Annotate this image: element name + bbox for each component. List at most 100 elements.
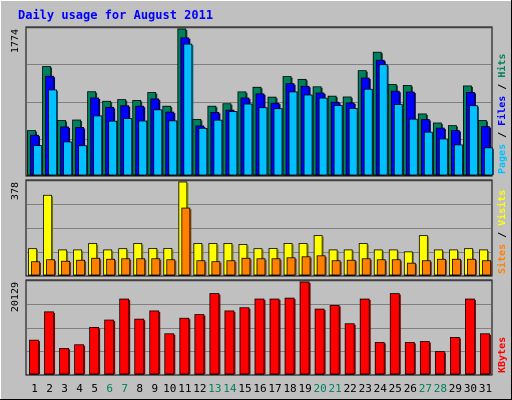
bar-pages-day-3-face bbox=[63, 141, 72, 176]
bar-kbytes-day-15-face bbox=[239, 307, 250, 375]
bar-pages-day-12-face bbox=[198, 128, 208, 176]
x-tick-label: 5 bbox=[91, 382, 98, 395]
bar-kbytes-day-11 bbox=[179, 317, 191, 375]
bar-sites-day-8 bbox=[136, 258, 147, 276]
bar-pages-day-24 bbox=[378, 64, 389, 176]
x-tick-label: 3 bbox=[61, 382, 68, 395]
chart-title: Daily usage for August 2011 bbox=[18, 8, 213, 22]
bar-kbytes-day-2 bbox=[44, 311, 56, 375]
bar-kbytes-day-17-face bbox=[269, 298, 280, 375]
bar-sites-day-24 bbox=[376, 259, 387, 276]
x-tick-label: 25 bbox=[389, 382, 402, 395]
bar-sites-day-1 bbox=[31, 261, 41, 276]
x-tick-label: 9 bbox=[151, 382, 158, 395]
bar-kbytes-day-27 bbox=[419, 341, 431, 375]
legend-bottom: KBytes bbox=[497, 337, 508, 373]
bar-pages-day-11 bbox=[183, 43, 194, 176]
bar-kbytes-day-28-face bbox=[434, 351, 445, 375]
legend-item-pages: Pages bbox=[497, 144, 508, 174]
bar-pages-day-1-face bbox=[33, 145, 42, 176]
bar-sites-day-27-face bbox=[421, 260, 431, 276]
bar-sites-day-10-face bbox=[166, 259, 176, 276]
legend-item-hits: Hits bbox=[496, 54, 508, 78]
x-tick-label: 15 bbox=[238, 382, 251, 395]
bar-pages-day-21-face bbox=[333, 105, 343, 176]
bar-sites-day-22 bbox=[346, 259, 357, 276]
bar-sites-day-4-face bbox=[76, 259, 85, 276]
bar-pages-day-4 bbox=[78, 145, 89, 176]
bar-pages-day-6 bbox=[108, 120, 119, 176]
bar-pages-day-30-face bbox=[469, 105, 478, 176]
x-tick-label: 31 bbox=[479, 382, 492, 395]
x-tick-label: 13 bbox=[208, 382, 221, 395]
x-tick-label: 12 bbox=[193, 382, 206, 395]
bar-sites-day-31 bbox=[482, 260, 492, 276]
bar-pages-day-14-face bbox=[228, 111, 238, 176]
bar-kbytes-day-30 bbox=[465, 298, 476, 375]
bar-kbytes-day-29-face bbox=[450, 337, 460, 375]
bar-sites-day-17-face bbox=[271, 258, 281, 276]
bar-sites-day-16-face bbox=[256, 258, 266, 276]
bar-pages-day-29 bbox=[454, 144, 464, 176]
x-tick-label: 21 bbox=[329, 382, 342, 395]
bar-kbytes-day-1-face bbox=[29, 339, 39, 375]
bar-kbytes-day-25 bbox=[389, 293, 401, 375]
bar-sites-day-26-face bbox=[406, 262, 416, 276]
bar-sites-day-6 bbox=[106, 258, 117, 276]
bar-pages-day-8 bbox=[138, 120, 149, 176]
x-tick-label: 26 bbox=[404, 382, 417, 395]
bar-pages-day-25-face bbox=[393, 104, 403, 176]
x-tick-label: 16 bbox=[253, 382, 266, 395]
bar-sites-day-4 bbox=[76, 259, 87, 276]
bar-kbytes-day-3-face bbox=[59, 348, 69, 375]
x-tick-label: 23 bbox=[359, 382, 372, 395]
bar-sites-day-20-face bbox=[316, 255, 326, 276]
legend-item-visits: Visits bbox=[496, 190, 508, 226]
bar-sites-day-21 bbox=[331, 260, 342, 276]
x-tick-label: 2 bbox=[46, 382, 53, 395]
bar-pages-day-30 bbox=[469, 105, 479, 176]
bar-kbytes-day-10 bbox=[164, 333, 176, 375]
bar-sites-day-28 bbox=[436, 258, 447, 276]
legend-item-sep1: / bbox=[497, 126, 508, 144]
bar-sites-day-25-face bbox=[391, 259, 401, 276]
bar-sites-day-31-face bbox=[482, 260, 491, 276]
bar-kbytes-day-19 bbox=[299, 281, 311, 375]
bar-kbytes-day-13-face bbox=[209, 293, 220, 375]
x-tick-label: 1 bbox=[31, 382, 38, 395]
bar-pages-day-5-face bbox=[93, 115, 103, 176]
x-tick-label: 8 bbox=[136, 382, 143, 395]
bar-kbytes-day-13 bbox=[209, 293, 221, 375]
bar-pages-day-18 bbox=[288, 91, 299, 176]
bar-kbytes-day-7 bbox=[119, 298, 131, 375]
y-max-labels: 1774 378 20129 bbox=[10, 29, 21, 312]
legend-item-sep2: / bbox=[497, 78, 508, 96]
bar-pages-day-12 bbox=[198, 128, 209, 176]
bar-sites-day-24-face bbox=[376, 259, 386, 276]
bar-kbytes-day-19-face bbox=[299, 281, 310, 375]
bar-kbytes-day-21 bbox=[329, 305, 341, 375]
legends: Pages / Files / Hits Sites / Visits KBytes bbox=[496, 54, 508, 373]
bar-kbytes-day-9 bbox=[149, 310, 161, 375]
bar-kbytes-day-5-face bbox=[89, 326, 100, 375]
bar-pages-day-22-face bbox=[348, 108, 358, 176]
bar-kbytes-day-22 bbox=[344, 323, 356, 375]
bar-sites-day-2-face bbox=[46, 259, 55, 276]
bar-pages-day-23-face bbox=[363, 88, 373, 176]
bar-kbytes-day-20-face bbox=[314, 308, 325, 375]
bar-sites-day-6-face bbox=[106, 258, 116, 276]
bar-sites-day-15 bbox=[241, 257, 252, 276]
bar-pages-day-23 bbox=[363, 88, 374, 176]
bar-pages-day-5 bbox=[93, 115, 104, 176]
bar-sites-day-10 bbox=[166, 259, 177, 276]
bar-sites-day-14-face bbox=[226, 260, 236, 276]
bar-pages-day-9 bbox=[153, 109, 164, 176]
bar-pages-day-26 bbox=[408, 118, 419, 176]
bar-pages-day-13-face bbox=[213, 119, 223, 176]
bar-sites-day-19 bbox=[301, 256, 312, 276]
bar-kbytes-day-8 bbox=[134, 318, 146, 375]
bar-sites-day-30-face bbox=[467, 258, 476, 276]
x-tick-label: 10 bbox=[163, 382, 176, 395]
bar-kbytes-day-8-face bbox=[134, 318, 145, 375]
bar-kbytes-day-30-face bbox=[465, 298, 475, 375]
